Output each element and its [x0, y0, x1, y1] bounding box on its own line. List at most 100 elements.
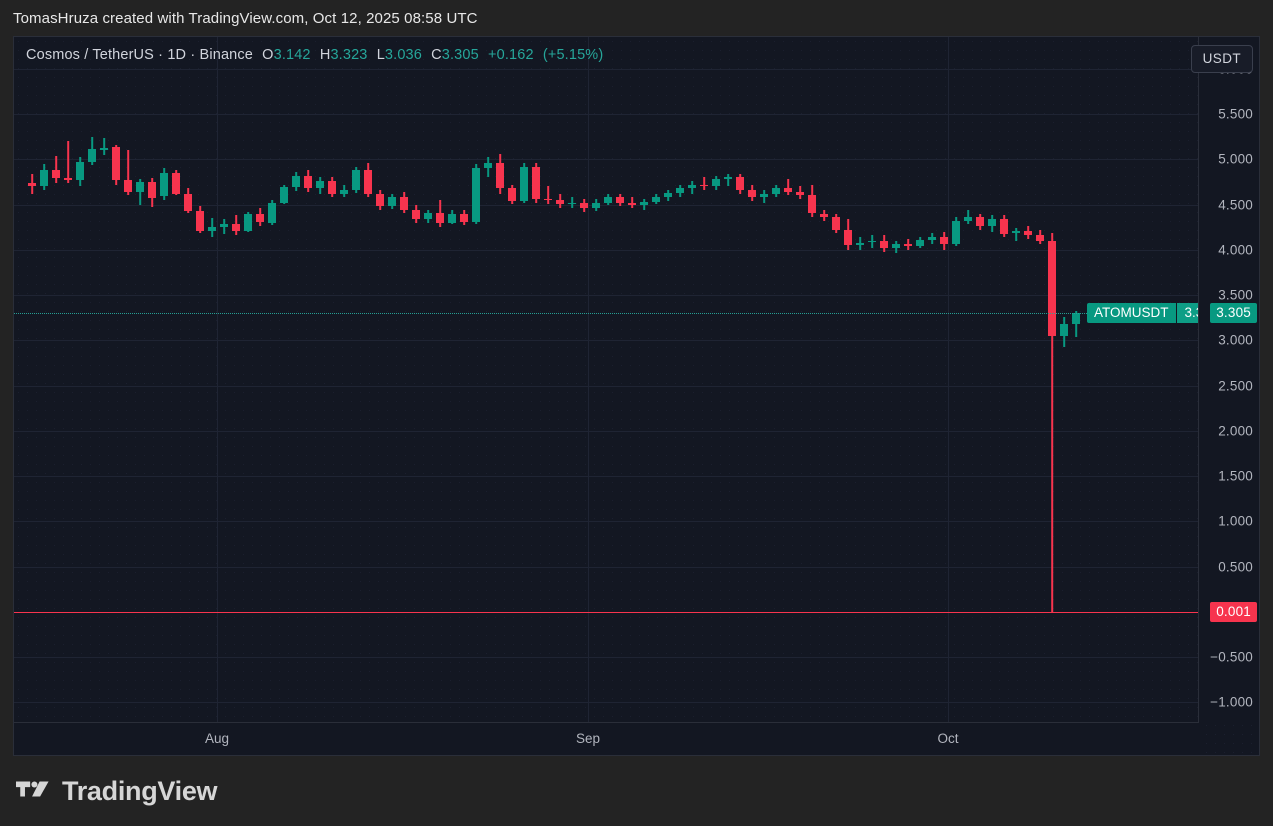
price-line-3.305	[14, 312, 1199, 314]
candle-body	[712, 179, 720, 187]
price-axis-tick: 1.000	[1218, 513, 1253, 529]
candle-body	[268, 202, 276, 223]
candle-body	[136, 181, 144, 192]
candle-body	[652, 197, 660, 202]
candle-body	[736, 177, 744, 190]
candlestick-series	[14, 37, 1199, 723]
candle-body	[1036, 235, 1044, 241]
legend-change: +0.162	[488, 47, 534, 63]
legend-low-value: 3.036	[384, 47, 422, 63]
legend-open: O3.142	[262, 47, 310, 63]
candle-body	[232, 224, 240, 231]
candle-body	[124, 180, 132, 192]
candle-body	[556, 199, 564, 205]
candle-wick	[631, 197, 633, 209]
candle-wick	[139, 179, 141, 206]
gridline-horizontal	[14, 113, 1199, 115]
candle-body	[580, 202, 588, 209]
gridline-horizontal	[14, 566, 1199, 568]
legend-open-value: 3.142	[273, 47, 311, 63]
candle-body	[916, 239, 924, 247]
legend-sep-2: ·	[186, 47, 200, 63]
candle-body	[148, 181, 156, 199]
tradingview-logo[interactable]: TradingView	[16, 776, 218, 807]
gridline-horizontal	[14, 476, 1199, 478]
candle-body	[604, 197, 612, 203]
candle-wick	[547, 186, 549, 205]
candle-body	[532, 166, 540, 200]
candle-body	[568, 202, 576, 205]
time-axis[interactable]: Aug Sep Oct	[14, 722, 1199, 755]
price-axis-tick: 4.500	[1218, 197, 1253, 212]
candle-body	[316, 180, 324, 189]
gridline-horizontal	[14, 430, 1199, 432]
currency-pill[interactable]: USDT	[1190, 45, 1253, 73]
candle-wick	[67, 141, 69, 183]
price-axis-tick: 2.000	[1218, 423, 1253, 439]
candle-body	[760, 193, 768, 198]
legend-low-label: L	[376, 47, 385, 63]
candle-body	[100, 148, 108, 150]
candle-body	[112, 146, 120, 180]
legend-interval[interactable]: 1D	[167, 47, 187, 63]
candle-body	[436, 212, 444, 223]
candle-wick	[571, 197, 573, 209]
legend-low: L3.036	[377, 47, 422, 63]
chart-pane[interactable]: ATOMUSDT 3.305	[14, 37, 1226, 723]
price-axis-tick: −0.500	[1210, 649, 1253, 665]
candle-body	[1060, 324, 1068, 336]
legend-high: H3.323	[320, 47, 368, 63]
price-axis-badge[interactable]: 0.001	[1210, 601, 1257, 622]
candle-body	[28, 182, 36, 187]
time-axis-tick: Sep	[575, 731, 601, 746]
candle-wick	[1015, 228, 1017, 241]
legend-change-percent: (+5.15%)	[542, 47, 604, 63]
candle-wick	[103, 137, 105, 155]
candle-body	[592, 202, 600, 209]
candle-body	[1072, 312, 1080, 324]
candle-body	[328, 180, 336, 194]
candle-wick	[1075, 311, 1077, 337]
gridline-horizontal	[14, 657, 1199, 659]
candle-body	[844, 229, 852, 246]
candle-body	[856, 242, 864, 246]
legend-high-value: 3.323	[330, 47, 368, 63]
chart-legend[interactable]: Cosmos / TetherUS · 1D · Binance O3.142 …	[26, 47, 603, 63]
gridline-vertical	[948, 37, 949, 723]
candle-body	[88, 149, 96, 162]
candle-body	[952, 220, 960, 245]
price-axis[interactable]: 6.0005.5005.0004.5004.0003.5003.0002.500…	[1198, 37, 1259, 723]
candle-body	[796, 191, 804, 196]
chart-frame[interactable]: Cosmos / TetherUS · 1D · Binance O3.142 …	[13, 36, 1260, 756]
candle-body	[628, 202, 636, 206]
candle-body	[808, 195, 816, 214]
price-axis-tick: 3.000	[1218, 332, 1253, 348]
candle-body	[280, 187, 288, 203]
candle-body	[820, 213, 828, 218]
legend-symbol[interactable]: Cosmos / TetherUS	[26, 47, 154, 63]
candle-body	[496, 162, 504, 189]
candle-body	[484, 162, 492, 169]
candle-body	[196, 210, 204, 231]
time-axis-tick: Oct	[937, 731, 959, 746]
gridline-horizontal	[14, 295, 1199, 296]
legend-sep-1: ·	[154, 47, 168, 63]
gridline-vertical	[588, 37, 589, 723]
candle-body	[40, 170, 48, 187]
gridline-horizontal	[14, 68, 1199, 70]
candle-body	[400, 197, 408, 210]
price-axis-badge[interactable]: 3.305	[1210, 302, 1257, 323]
candle-body	[208, 227, 216, 231]
candle-body	[928, 237, 936, 240]
legend-close-label: C	[431, 47, 442, 63]
candle-body	[448, 213, 456, 223]
legend-exchange[interactable]: Binance	[199, 47, 253, 63]
candle-body	[472, 168, 480, 222]
candle-body	[880, 240, 888, 248]
gridline-horizontal	[14, 159, 1199, 161]
legend-open-label: O	[262, 47, 274, 63]
footer: TradingView	[0, 756, 1273, 826]
candle-body	[1024, 230, 1032, 236]
candle-body	[388, 197, 396, 207]
